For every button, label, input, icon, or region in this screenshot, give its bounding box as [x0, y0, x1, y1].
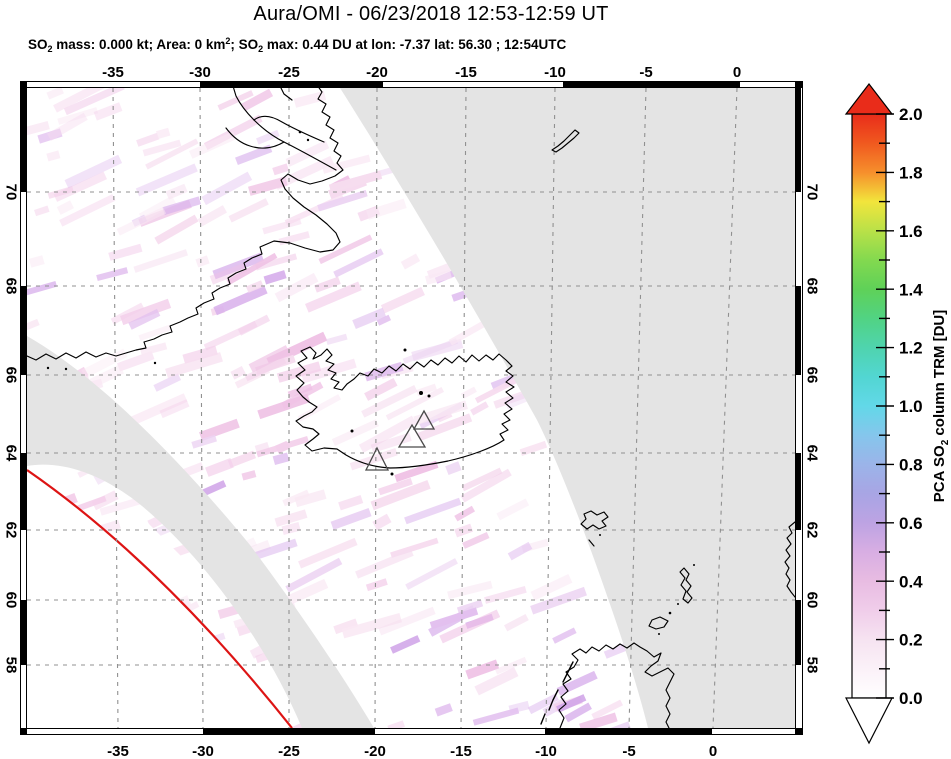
lat-label-left: 58: [3, 657, 20, 674]
colorbar-tick-label: 1.6: [899, 222, 923, 241]
figure-subtitle: SO2 mass: 0.000 kt; Area: 0 km2; SO2 max…: [28, 36, 566, 54]
lon-label-bottom: 0: [709, 743, 717, 759]
lon-label-top: -25: [278, 64, 300, 81]
lon-label-top: -15: [455, 64, 477, 81]
lat-label-right: 70: [804, 184, 821, 201]
colorbar-tick-label: 1.4: [899, 280, 923, 299]
subtitle-text: ; SO: [230, 37, 259, 52]
subtitle-superscript: 2: [225, 36, 231, 46]
subtitle-text: max: 0.44 DU at lon: -7.37 lat: 56.30 ; …: [263, 37, 567, 52]
lon-label-bottom: -25: [278, 743, 300, 759]
coastlines: [27, 88, 795, 728]
lon-label-top: -35: [102, 64, 124, 81]
lat-label-left: 60: [3, 592, 20, 609]
subtitle-subscript: 2: [47, 44, 53, 54]
lon-label-bottom: -20: [364, 743, 386, 759]
lon-label-bottom: -10: [535, 743, 557, 759]
colorbar-under-range-arrow-icon: [845, 697, 893, 745]
lat-label-left: 70: [3, 184, 20, 201]
subtitle-text: SO: [28, 37, 48, 52]
colorbar-tick-label: 0.0: [899, 689, 923, 708]
volcano-triangle-icon: [397, 423, 427, 448]
lat-label-right: 66: [804, 367, 821, 384]
swath-gap-notch: [121, 513, 185, 577]
lon-label-top: 0: [733, 64, 741, 81]
lat-label-right: 68: [804, 278, 821, 295]
axis-labels: -35 -35 -30 -30 -25 -25 -20 -20 -15 -15 -10 -10 -5 -5…: [3, 64, 821, 759]
colorbar-over-range-arrow-icon: [844, 83, 894, 115]
lat-label-right: 64: [804, 445, 821, 462]
lat-label-right: 62: [804, 522, 821, 539]
lat-label-left: 64: [3, 445, 20, 462]
lon-label-bottom: -30: [192, 743, 214, 759]
colorbar-tick-label: 0.4: [899, 572, 923, 591]
subtitle-subscript: 2: [258, 44, 264, 54]
colorbar: 2.0 1.8 1.6 1.4 1.2 1.0 0.8 0.6 0.4 0.2 0.0 PCA SO2…: [844, 83, 951, 745]
no-data-region: [340, 88, 795, 728]
colorbar-tick-label: 1.8: [899, 164, 923, 183]
lon-label-bottom: -35: [107, 743, 129, 759]
colorbar-tick-label: 1.0: [899, 397, 923, 416]
lat-label-right: 58: [804, 657, 821, 674]
lon-label-top: -10: [544, 64, 566, 81]
figure-title: Aura/OMI - 06/23/2018 12:53-12:59 UT: [253, 3, 609, 25]
swath-gap-band: [27, 336, 374, 728]
lat-label-left: 62: [3, 522, 20, 539]
lat-label-left: 68: [3, 278, 20, 295]
colorbar-tick-label: 2.0: [899, 105, 923, 124]
colorbar-title: PCA SO2 column TRM [DU]: [931, 310, 951, 503]
lon-label-bottom: -15: [450, 743, 472, 759]
subtitle-text: mass: 0.000 kt; Area: 0 km: [52, 37, 226, 52]
outside-orbit-region: [27, 470, 292, 728]
lon-label-bottom: -5: [622, 743, 635, 759]
graticule: [27, 88, 795, 728]
colorbar-tick-label: 0.6: [899, 514, 923, 533]
volcano-triangle-icon: [364, 446, 390, 471]
volcano-markers: [364, 409, 436, 471]
lat-label-left: 66: [3, 367, 20, 384]
colorbar-tick-label: 1.2: [899, 339, 923, 358]
lon-label-top: -20: [366, 64, 388, 81]
map-area: [27, 88, 795, 728]
lat-label-right: 60: [804, 592, 821, 609]
orbit-edge-line: [27, 469, 293, 728]
colorbar-tick-label: 0.8: [899, 456, 923, 475]
lon-label-top: -5: [639, 64, 652, 81]
colorbar-tick-label: 0.2: [899, 631, 923, 650]
volcano-triangle-icon: [412, 409, 436, 430]
lon-label-top: -30: [189, 64, 211, 81]
map-frame: [20, 81, 803, 735]
